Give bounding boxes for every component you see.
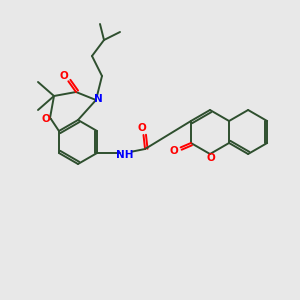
Text: O: O xyxy=(60,71,68,81)
Text: NH: NH xyxy=(116,150,134,160)
Text: O: O xyxy=(138,123,146,133)
Text: O: O xyxy=(169,146,178,156)
Text: N: N xyxy=(94,94,102,104)
Text: O: O xyxy=(207,153,215,163)
Text: O: O xyxy=(42,114,50,124)
